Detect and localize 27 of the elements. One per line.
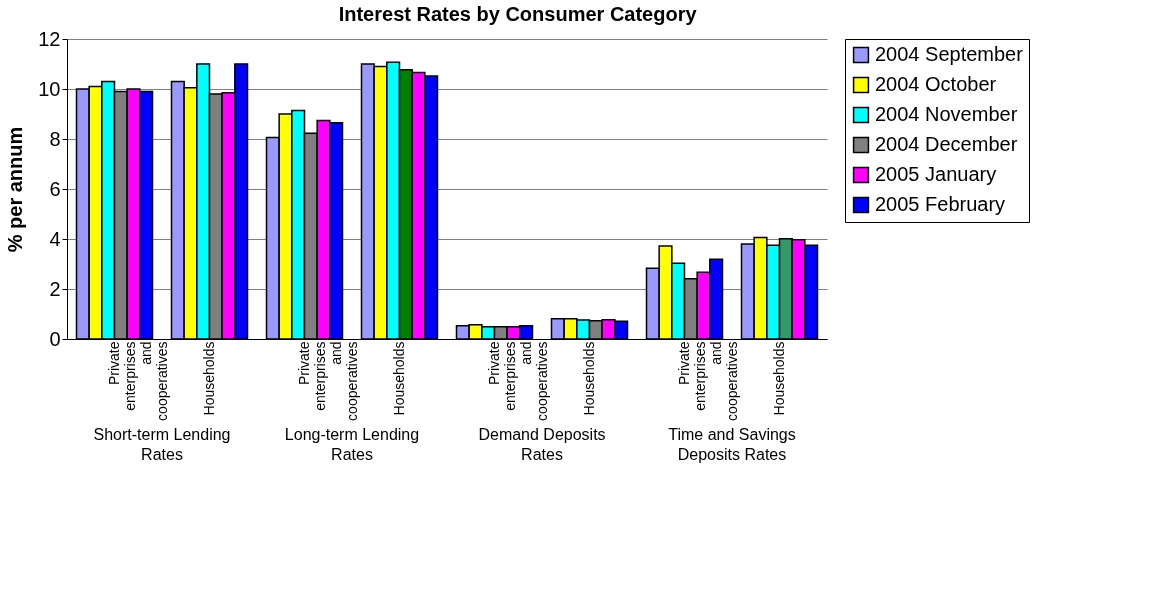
- x-tick-label: Households: [580, 341, 597, 416]
- x-tick-label: Private enterprises and cooperatives: [675, 341, 740, 421]
- x-tick-label: Private enterprises and cooperatives: [295, 341, 360, 421]
- legend-label: 2004 October: [875, 73, 997, 95]
- x-tick-label: Households: [770, 341, 787, 416]
- chart-title: Interest Rates by Consumer Category: [338, 3, 698, 25]
- legend-label: 2005 February: [875, 193, 1006, 215]
- legend-label: 2004 September: [875, 43, 1024, 65]
- y-tick-label: 12: [38, 27, 61, 50]
- x-tick-label: Households: [390, 341, 407, 416]
- y-axis-title: % per annum: [4, 126, 27, 253]
- y-tick-label: 2: [49, 277, 61, 300]
- legend-label: 2004 December: [875, 133, 1018, 155]
- y-tick-label: 8: [49, 127, 61, 150]
- x-tick-label: Private enterprises and cooperatives: [485, 341, 550, 421]
- y-tick-label: 4: [49, 227, 61, 250]
- x-tick-label: Households: [200, 341, 217, 416]
- y-tick-label: 6: [49, 177, 61, 200]
- text: Long-term Lending Rates: [284, 426, 420, 463]
- x-tick-label: Private enterprises and cooperatives: [105, 341, 170, 421]
- legend-label: 2004 November: [875, 103, 1018, 125]
- text: Time and Savings Deposits Rates: [668, 426, 796, 463]
- text: Demand Deposits Rates: [478, 426, 606, 463]
- y-tick-label: 10: [38, 77, 61, 100]
- y-tick-label: 0: [49, 327, 61, 350]
- text: Short-term Lending Rates: [93, 426, 231, 463]
- legend-label: 2005 January: [875, 163, 997, 185]
